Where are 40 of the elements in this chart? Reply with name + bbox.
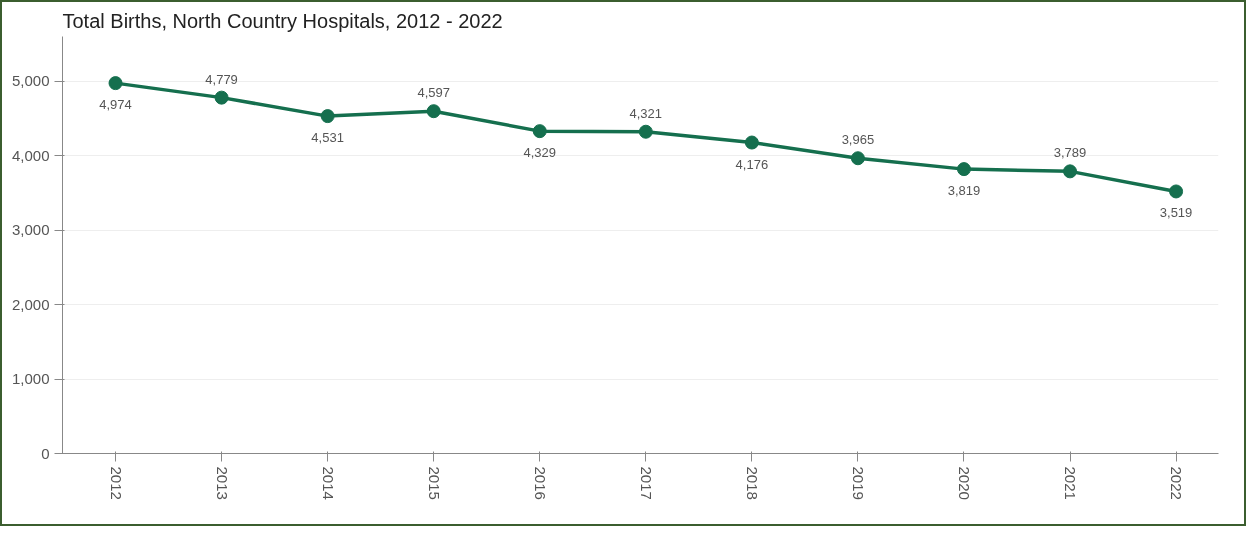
data-label: 4,176	[735, 156, 769, 172]
y-tick-label: 5,000	[11, 72, 50, 90]
y-tick-label: 0	[41, 444, 50, 462]
x-tick-label: 2014	[319, 466, 337, 500]
point	[1169, 184, 1184, 199]
x-tick-label: 2018	[743, 466, 761, 500]
point	[956, 162, 971, 177]
data-label: 3,819	[947, 183, 981, 199]
point	[426, 104, 441, 119]
y-tick-label: 1,000	[11, 370, 50, 388]
x-tick-label: 2022	[1168, 466, 1186, 500]
data-label: 4,321	[629, 105, 663, 121]
data-label: 4,974	[99, 97, 132, 113]
point	[214, 90, 229, 105]
x-tick-label: 2015	[425, 466, 443, 500]
x-tick-label: 2012	[107, 466, 125, 500]
x-tick-label: 2021	[1062, 466, 1080, 500]
x-tick-label: 2019	[849, 466, 867, 500]
point	[1063, 164, 1078, 179]
x-tick-label: 2020	[955, 466, 973, 500]
data-label: 3,789	[1053, 145, 1087, 161]
point	[638, 124, 653, 139]
y-tick-label: 2,000	[11, 295, 50, 313]
data-label: 4,597	[417, 85, 450, 101]
point	[532, 124, 547, 139]
data-label: 3,965	[841, 132, 875, 148]
x-tick-label: 2013	[213, 466, 231, 500]
point	[744, 135, 759, 150]
data-label: 4,779	[205, 71, 238, 87]
point	[320, 109, 335, 124]
point	[850, 151, 865, 166]
point	[108, 76, 123, 91]
chart-title: Total Births, North Country Hospitals, 2012 - 2022	[62, 9, 503, 32]
data-label: 4,531	[311, 130, 344, 146]
y-tick-label: 4,000	[11, 146, 50, 164]
data-label: 4,329	[523, 145, 557, 161]
x-tick-label: 2016	[531, 466, 549, 500]
y-tick-label: 3,000	[11, 221, 50, 239]
data-label: 3,519	[1159, 205, 1193, 221]
x-tick-label: 2017	[637, 466, 655, 500]
